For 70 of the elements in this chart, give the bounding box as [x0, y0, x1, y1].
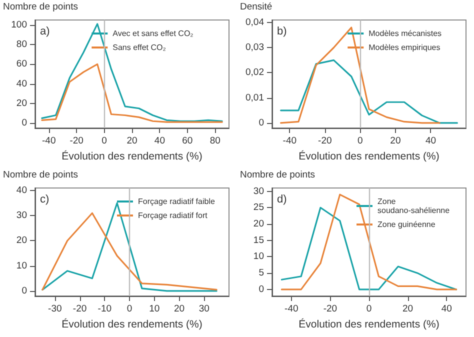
x-axis-title: Évolution des rendements (%) — [298, 317, 440, 330]
x-tick-label: 0 — [366, 304, 372, 314]
y-tick-label: 0,03 — [246, 42, 264, 54]
annotation: b) — [277, 26, 287, 38]
y-tick-label: 60 — [16, 58, 27, 70]
x-tick-label: 10 — [149, 304, 160, 314]
y-tick-label: 20 — [16, 235, 27, 246]
y-tick-label: 20 — [16, 98, 27, 109]
legend-label: Forçage radiatif faible — [138, 197, 216, 206]
y-axis-title: Nombre de points — [3, 2, 78, 12]
y-tick-label: 0,01 — [246, 92, 264, 104]
legend-label: Forçage radiatif fort — [138, 211, 208, 220]
x-tick-label: 0 — [102, 136, 107, 146]
line-series — [41, 23, 223, 122]
x-tick-label: -40 — [284, 304, 298, 314]
y-tick-label: 100 — [11, 19, 27, 30]
y-tick-label: 25 — [253, 202, 264, 214]
y-tick-label: 0,02 — [246, 67, 264, 78]
line-series — [280, 59, 458, 124]
x-tick-label: -40 — [282, 136, 297, 146]
y-tick-label: 15 — [253, 234, 264, 246]
x-tick-label: 20 — [126, 136, 138, 146]
y-tick-label: 0 — [22, 118, 27, 129]
x-tick-label: -30 — [48, 304, 62, 314]
x-tick-label: 40 — [425, 136, 436, 146]
y-tick-label: 0,04 — [246, 17, 264, 28]
y-tick-label: 30 — [16, 210, 27, 222]
x-tick-label: 20 — [174, 304, 185, 314]
y-tick-label: 40 — [16, 185, 27, 196]
y-axis-title: Nombre de points — [240, 170, 316, 180]
y-tick-label: 10 — [253, 251, 264, 262]
legend-label: Modèles empiriques — [368, 43, 440, 52]
legend-label: Sans effet CO₂ — [112, 43, 166, 52]
x-tick-label: 20 — [402, 304, 414, 314]
x-tick-label: -20 — [323, 304, 338, 314]
annotation: a) — [40, 26, 50, 38]
x-tick-label: 0 — [126, 304, 132, 314]
y-tick-label: 40 — [16, 78, 27, 90]
x-tick-label: 40 — [441, 304, 452, 314]
y-tick-label: 10 — [16, 260, 27, 272]
y-tick-label: 30 — [253, 186, 264, 197]
annotation: d) — [277, 194, 287, 206]
x-tick-label: 0 — [358, 136, 363, 146]
annotation: c) — [40, 194, 50, 206]
legend-label: Zone soudano-sahélienne — [378, 197, 450, 215]
x-tick-label: 80 — [210, 136, 220, 146]
x-axis-title: Évolution des rendements (%) — [62, 149, 202, 162]
legend-label: Zone guinéenne — [378, 220, 436, 229]
x-tick-label: 30 — [198, 304, 210, 314]
x-tick-label: -10 — [98, 304, 112, 314]
x-tick-label: -40 — [42, 136, 56, 146]
y-tick-label: 80 — [16, 39, 27, 50]
x-tick-label: 20 — [390, 136, 401, 146]
y-tick-label: 5 — [258, 268, 264, 279]
y-tick-label: 0 — [22, 285, 27, 296]
legend-label: Modèles mécanistes — [368, 29, 442, 38]
y-axis-title: Densité — [240, 2, 272, 12]
y-tick-label: 0 — [258, 117, 264, 128]
x-tick-label: 40 — [154, 136, 166, 146]
x-tick-label: -20 — [318, 136, 332, 146]
x-axis-title: Évolution des rendements (%) — [62, 317, 202, 330]
line-series — [41, 63, 223, 123]
y-axis-title: Nombre de points — [3, 170, 78, 180]
y-tick-label: 20 — [253, 218, 264, 230]
x-tick-label: -20 — [70, 136, 84, 146]
x-axis-title: Évolution des rendements (%) — [298, 149, 440, 162]
x-tick-label: 60 — [182, 136, 193, 146]
legend-label: Avec et sans effet CO₂ — [112, 29, 194, 38]
x-tick-label: -20 — [72, 304, 87, 314]
y-tick-label: 0 — [258, 284, 264, 295]
